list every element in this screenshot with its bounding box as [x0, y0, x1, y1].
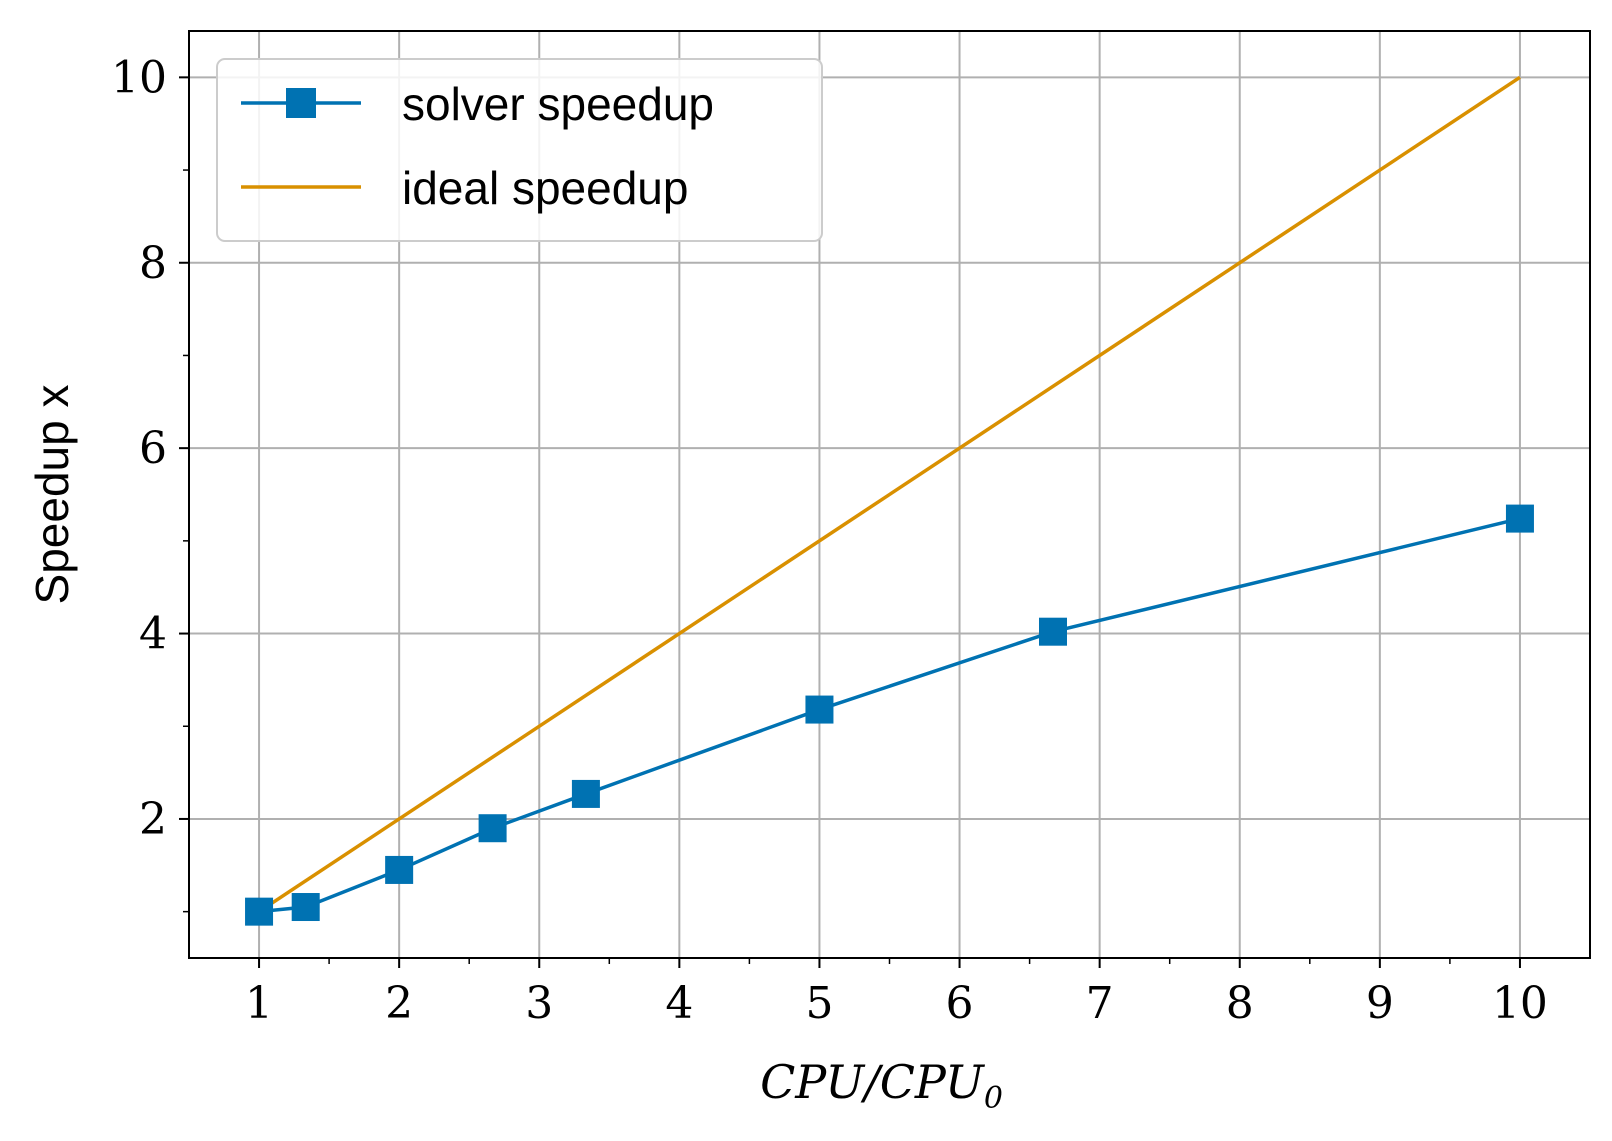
- solver-speedup-point: [1038, 617, 1067, 646]
- x-tick-label: 6: [946, 978, 974, 1029]
- x-tick-label: 2: [385, 978, 413, 1029]
- solver-speedup-point: [805, 695, 834, 724]
- legend-box: [216, 58, 823, 242]
- grid-lines: [189, 31, 1590, 958]
- x-axis-label-subscript: 0: [984, 1081, 1003, 1116]
- legend-label-ideal: ideal speedup: [402, 162, 688, 214]
- axis-ticks: 1 2 3 4 5 6 7 8 9 10 2 4 6 8 10: [111, 52, 1548, 1029]
- legend-label-solver: solver speedup: [402, 78, 714, 130]
- y-tick-label: 6: [139, 423, 167, 474]
- x-tick-label: 4: [665, 978, 693, 1029]
- x-tick-label: 8: [1226, 978, 1254, 1029]
- y-tick-label: 2: [139, 794, 167, 845]
- solver-speedup-point: [385, 855, 414, 884]
- solver-speedup-point: [571, 779, 600, 808]
- solver-speedup-point: [478, 814, 507, 843]
- solver-speedup-point: [291, 893, 320, 922]
- x-tick-label: 5: [805, 978, 833, 1029]
- y-tick-label: 10: [111, 52, 167, 103]
- x-tick-label: 3: [525, 978, 553, 1029]
- x-tick-label: 1: [245, 978, 273, 1029]
- solver-speedup-line: [258, 516, 1521, 914]
- x-tick-label: 9: [1366, 978, 1394, 1029]
- x-axis-label-main: CPU/CPU: [760, 1055, 986, 1109]
- legend: solver speedup ideal speedup: [216, 58, 823, 242]
- y-tick-label: 8: [139, 238, 167, 289]
- ideal-speedup-line: [258, 75, 1521, 914]
- solver-speedup-point: [1505, 504, 1534, 533]
- x-tick-label: 7: [1086, 978, 1114, 1029]
- x-tick-label: 10: [1492, 978, 1548, 1029]
- y-axis-label: Speedup x: [26, 385, 78, 605]
- x-axis-label: CPU/CPU0: [760, 1055, 1003, 1116]
- y-tick-label: 4: [139, 609, 167, 660]
- series-layer: [245, 75, 1534, 926]
- legend-marker-solver: [286, 88, 316, 118]
- solver-speedup-point: [245, 897, 274, 926]
